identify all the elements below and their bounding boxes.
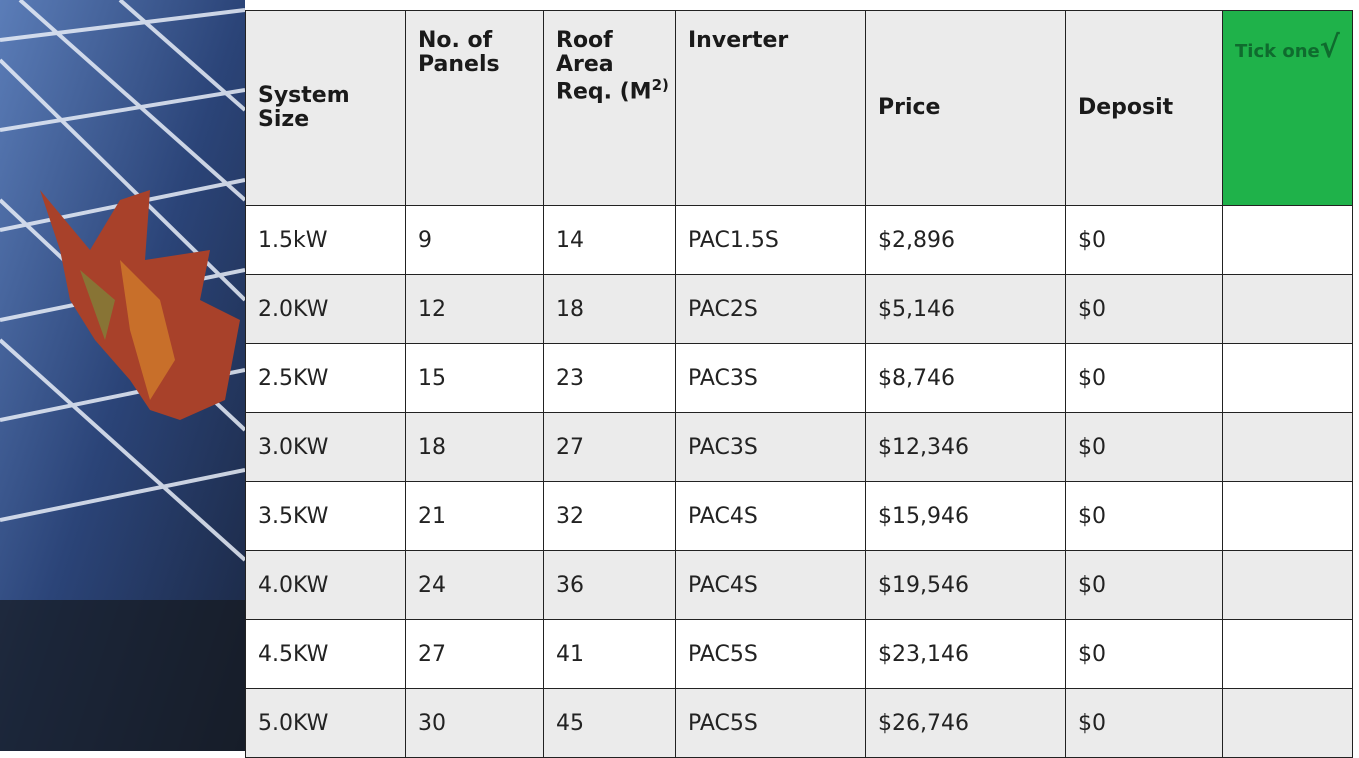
header-text: Tick one — [1235, 41, 1320, 62]
price-table: System Size No. of Panels Roof Area Req. (… — [245, 10, 1353, 758]
header-text: System Size — [258, 83, 350, 132]
table-cell: PAC4S — [676, 551, 866, 620]
table-cell: 36 — [544, 551, 676, 620]
table-cell: $0 — [1066, 551, 1223, 620]
header-cell: No. of Panels — [406, 11, 544, 206]
table-cell: PAC5S — [676, 689, 866, 758]
table-cell: PAC5S — [676, 620, 866, 689]
table-cell: $0 — [1066, 206, 1223, 275]
header-text: Roof Area Req. (M — [556, 28, 652, 105]
table-cell: $0 — [1066, 620, 1223, 689]
table-cell: 15 — [406, 344, 544, 413]
header-cell: Price — [866, 11, 1066, 206]
table-cell: $0 — [1066, 344, 1223, 413]
table-cell: PAC3S — [676, 413, 866, 482]
table-cell: PAC4S — [676, 482, 866, 551]
header-cell: Tick one√ — [1223, 11, 1353, 206]
header-cell: System Size — [246, 11, 406, 206]
table-cell: $0 — [1066, 482, 1223, 551]
table-cell: 23 — [544, 344, 676, 413]
table-cell: 2.5KW — [246, 344, 406, 413]
table-cell: $23,146 — [866, 620, 1066, 689]
tick-cell — [1223, 689, 1353, 758]
table-cell: $19,546 — [866, 551, 1066, 620]
header-cell: Deposit — [1066, 11, 1223, 206]
table-cell: 21 — [406, 482, 544, 551]
tick-cell — [1223, 275, 1353, 344]
tick-cell — [1223, 344, 1353, 413]
table-cell: 45 — [544, 689, 676, 758]
table-cell: 27 — [544, 413, 676, 482]
header-row: System Size No. of Panels Roof Area Req. (… — [246, 11, 1353, 206]
table-cell: $0 — [1066, 689, 1223, 758]
tick-cell — [1223, 551, 1353, 620]
table-cell: PAC2S — [676, 275, 866, 344]
table-cell: 18 — [406, 413, 544, 482]
solar-panel-photo — [0, 0, 245, 751]
header-text: Price — [878, 95, 940, 120]
table-cell: 3.0KW — [246, 413, 406, 482]
header-text: Deposit — [1078, 95, 1173, 120]
table-cell: PAC3S — [676, 344, 866, 413]
table-cell: $26,746 — [866, 689, 1066, 758]
table-cell: $12,346 — [866, 413, 1066, 482]
table-cell: PAC1.5S — [676, 206, 866, 275]
table-cell: $15,946 — [866, 482, 1066, 551]
table-cell: $0 — [1066, 413, 1223, 482]
header-superscript: 2) — [652, 76, 669, 94]
table-cell: 30 — [406, 689, 544, 758]
header-text: Inverter — [688, 28, 788, 53]
table-cell: $0 — [1066, 275, 1223, 344]
table-cell: 2.0KW — [246, 275, 406, 344]
table-cell: $2,896 — [866, 206, 1066, 275]
table-cell: 18 — [544, 275, 676, 344]
table-cell: 5.0KW — [246, 689, 406, 758]
table-cell: 41 — [544, 620, 676, 689]
table-cell: $5,146 — [866, 275, 1066, 344]
table-cell: $8,746 — [866, 344, 1066, 413]
page: System Size No. of Panels Roof Area Req. (… — [0, 0, 1359, 751]
table-cell: 24 — [406, 551, 544, 620]
tick-cell — [1223, 413, 1353, 482]
header-text: No. of Panels — [418, 28, 500, 77]
check-mark: √ — [1320, 30, 1340, 65]
table-cell: 32 — [544, 482, 676, 551]
table-cell: 27 — [406, 620, 544, 689]
table-cell: 3.5KW — [246, 482, 406, 551]
header-cell: Roof Area Req. (M2) — [544, 11, 676, 206]
tick-cell — [1223, 620, 1353, 689]
table-cell: 4.5KW — [246, 620, 406, 689]
table-cell: 1.5kW — [246, 206, 406, 275]
tick-cell — [1223, 206, 1353, 275]
tick-cell — [1223, 482, 1353, 551]
table-cell: 9 — [406, 206, 544, 275]
table-cell: 4.0KW — [246, 551, 406, 620]
table-cell: 12 — [406, 275, 544, 344]
header-cell: Inverter — [676, 11, 866, 206]
table-cell: 14 — [544, 206, 676, 275]
